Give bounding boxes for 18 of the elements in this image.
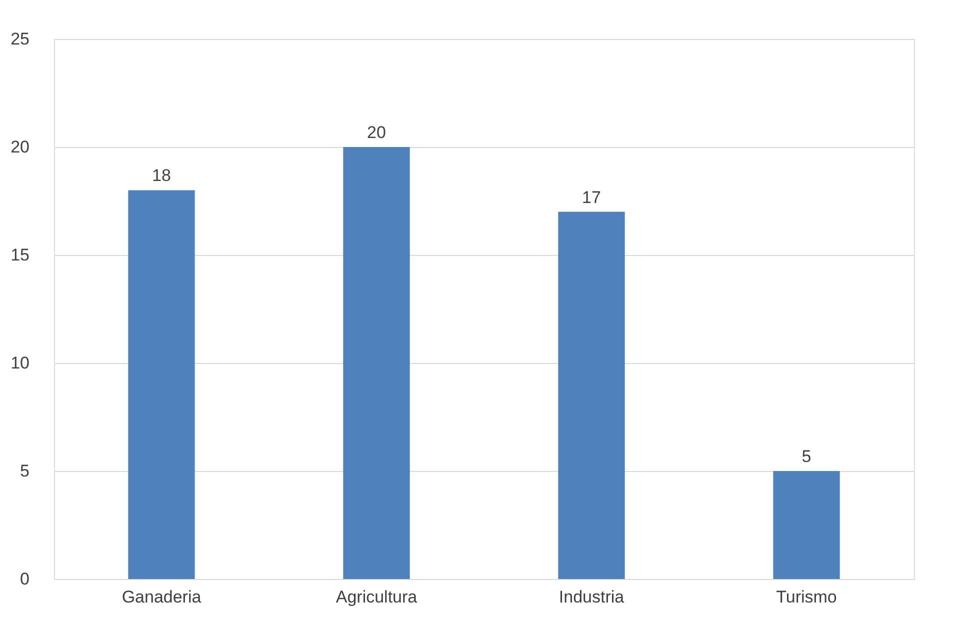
y-tick-label: 20 — [10, 138, 30, 156]
y-tick-label: 5 — [20, 462, 30, 480]
bar — [773, 471, 840, 579]
x-tick-label: Ganaderia — [122, 588, 202, 606]
bar — [343, 147, 410, 579]
x-tick-label: Industria — [558, 588, 625, 606]
y-tick-label: 0 — [20, 570, 30, 588]
data-label: 20 — [367, 123, 386, 142]
bar — [558, 212, 625, 579]
data-label: 5 — [802, 447, 812, 466]
y-tick-label: 15 — [10, 246, 30, 264]
bar — [128, 190, 195, 579]
data-label: 18 — [152, 166, 171, 186]
data-label: 17 — [582, 188, 601, 207]
x-tick-label: Agricultura — [336, 588, 418, 606]
x-tick-label: Turismo — [776, 588, 837, 606]
y-tick-label: 25 — [10, 30, 30, 48]
y-tick-label: 10 — [10, 354, 30, 372]
